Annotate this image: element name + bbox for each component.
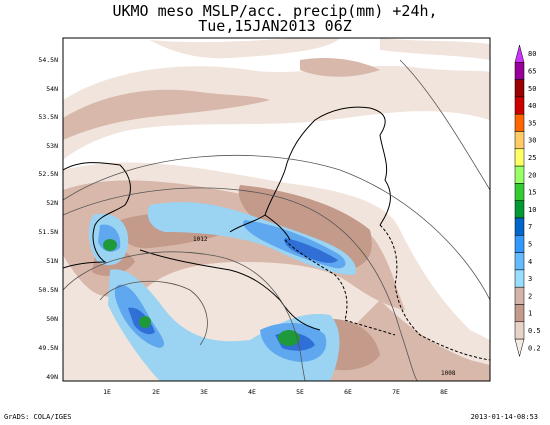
legend-swatch (514, 217, 525, 236)
lon-label: 4E (248, 388, 256, 396)
chart-title-line2: Tue,15JAN2013 06Z (198, 17, 352, 35)
map-frame (62, 37, 491, 382)
legend-swatch (514, 113, 525, 132)
lat-axis-labels: 54.5N 54N 53.5N 53N 52.5N 52N 51.5N 51N … (38, 56, 58, 381)
lon-label: 3E (200, 388, 208, 396)
color-legend: 80 65 50 40 35 30 25 20 15 10 7 5 4 3 2 1 0.5 0.2 (514, 44, 541, 358)
isobars (63, 59, 490, 381)
legend-label: 4 (528, 258, 532, 266)
legend-swatch (514, 338, 525, 358)
lat-label: 52N (46, 199, 58, 207)
lat-label: 53N (46, 142, 58, 150)
lat-label: 49N (46, 373, 58, 381)
lat-label: 50N (46, 315, 58, 323)
lon-label: 2E (152, 388, 160, 396)
lat-label: 51N (46, 257, 58, 265)
legend-swatch (514, 252, 525, 271)
coastlines (63, 106, 391, 331)
footer-timestamp: 2013-01-14-08:53 (470, 413, 538, 421)
legend-label: 65 (528, 67, 536, 75)
legend-label: 30 (528, 137, 536, 145)
lon-label: 7E (392, 388, 400, 396)
legend-label: 35 (528, 119, 536, 127)
footer-credit: GrADS: COLA/IGES (4, 413, 72, 421)
legend-label: 15 (528, 189, 536, 197)
legend-label: 10 (528, 206, 536, 214)
lon-label: 8E (440, 388, 448, 396)
legend-label: 7 (528, 223, 532, 231)
lon-axis-labels: 1E 2E 3E 4E 5E 6E 7E 8E (103, 388, 448, 396)
legend-label: 20 (528, 171, 536, 179)
country-borders (284, 224, 490, 361)
legend-label: 0.5 (528, 327, 541, 335)
legend-swatch (514, 286, 525, 305)
legend-swatch (514, 96, 525, 115)
lat-label: 51.5N (38, 228, 58, 236)
legend-swatch (514, 200, 525, 219)
legend-swatch (514, 165, 525, 184)
legend-label: 25 (528, 154, 536, 162)
legend-swatch (514, 235, 525, 253)
lat-label: 52.5N (38, 170, 58, 178)
legend-swatch (514, 183, 525, 201)
precip-10mm-areas (103, 239, 300, 346)
lat-label: 50.5N (38, 286, 58, 294)
lon-label: 6E (344, 388, 352, 396)
legend-swatch (514, 321, 525, 340)
legend-swatch (514, 269, 525, 288)
chart-title-line1: UKMO meso MSLP/acc. precip(mm) +24h, (112, 2, 438, 20)
lon-label: 5E (296, 388, 304, 396)
legend-label: 5 (528, 240, 532, 248)
lat-label: 54N (46, 85, 58, 93)
lat-label: 54.5N (38, 56, 58, 64)
lat-label: 53.5N (38, 113, 58, 121)
legend-swatch (514, 79, 525, 98)
legend-label: 0.2 (528, 344, 541, 352)
legend-label: 1 (528, 310, 532, 318)
legend-swatch (514, 62, 525, 80)
isobar-label: 1012 (193, 236, 208, 243)
legend-label: 50 (528, 85, 536, 93)
legend-label: 3 (528, 275, 532, 283)
legend-swatch (514, 44, 525, 63)
legend-label: 2 (528, 292, 532, 300)
legend-swatch (514, 304, 525, 323)
legend-swatch (514, 131, 525, 150)
isobar-label: 1008 (441, 370, 456, 377)
legend-label: 80 (528, 50, 536, 58)
map-content: 1012 1008 (63, 38, 490, 381)
lat-label: 49.5N (38, 344, 58, 352)
legend-swatch (514, 148, 525, 167)
lon-label: 1E (103, 388, 111, 396)
legend-label: 40 (528, 102, 536, 110)
